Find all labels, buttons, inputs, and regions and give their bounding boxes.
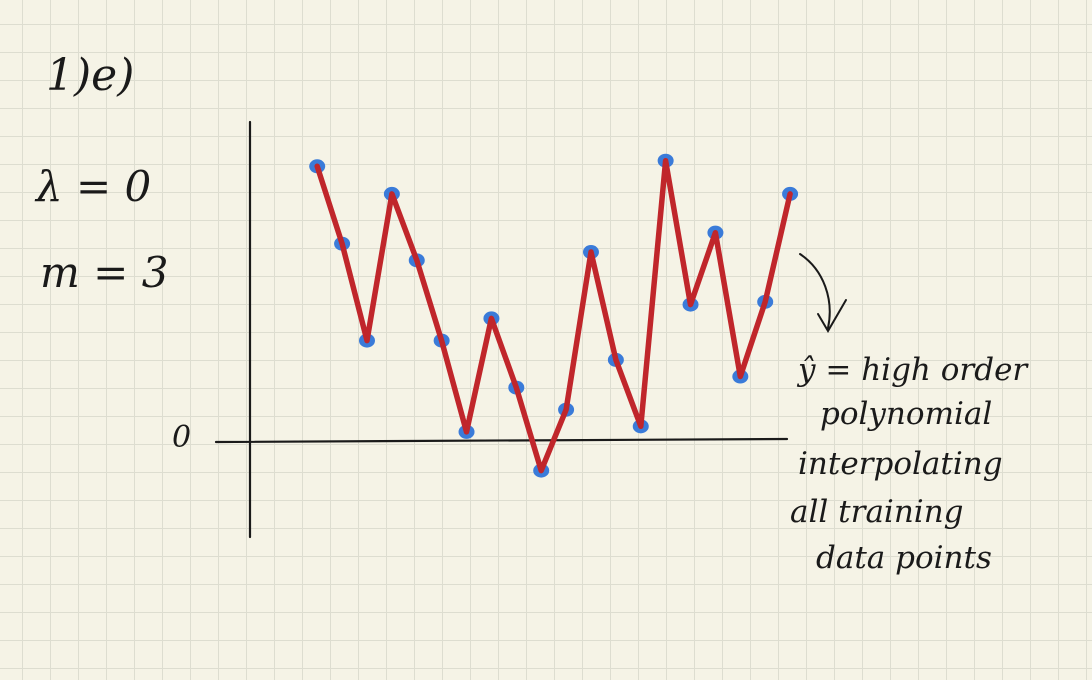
annotation-line-2: polynomial — [820, 396, 993, 432]
data-layer — [309, 153, 799, 478]
annotation-line-5: data points — [816, 540, 992, 576]
annotation-line-3: interpolating — [798, 446, 1003, 482]
arrow-icon — [799, 253, 847, 333]
lambda-label: λ = 0 — [36, 162, 152, 211]
fit-curve-line — [314, 157, 793, 474]
annotation-note: ŷ = high order polynomial interpolating … — [790, 352, 1086, 576]
m-label: m = 3 — [40, 248, 169, 297]
y-zero-tick-label: 0 — [172, 420, 192, 455]
part-label: 1)e) — [46, 50, 135, 101]
annotation-line-1: ŷ = high order — [798, 352, 1028, 388]
x-axis — [214, 437, 789, 444]
annotation-line-4: all training — [790, 494, 964, 530]
